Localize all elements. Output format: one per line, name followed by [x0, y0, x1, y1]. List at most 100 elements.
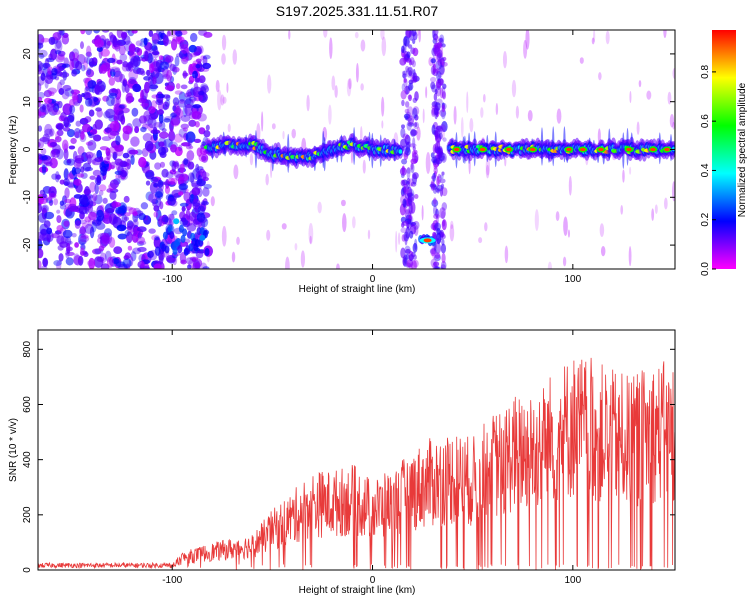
spectrogram-blob — [429, 248, 437, 255]
spectrogram-blob — [55, 131, 60, 141]
spectrogram-blob — [84, 186, 90, 197]
spectrogram-blob — [179, 99, 185, 104]
spectrogram-blob — [232, 49, 238, 65]
spectrogram-blob — [74, 242, 79, 248]
spectrogram-blob — [167, 224, 173, 233]
spectrogram-blob — [163, 138, 173, 148]
spectrogram-blob — [222, 96, 227, 104]
spectrogram-blob — [116, 59, 123, 65]
spectrogram-blob — [221, 34, 227, 51]
spectrogram-blob — [433, 92, 438, 102]
spectrogram-blob — [136, 226, 147, 233]
spectrogram-blob — [140, 126, 147, 133]
spectrogram-blob — [38, 66, 42, 75]
spectrogram-blob — [84, 97, 93, 107]
spectrogram-blob — [169, 230, 175, 239]
spectrogram-blob — [485, 164, 490, 179]
spectrogram-blob — [88, 257, 96, 269]
spectrogram-blob — [79, 104, 84, 113]
spectrogram-blob — [103, 156, 110, 165]
spectrogram-blob — [406, 67, 414, 78]
spectrogram-blob — [65, 257, 74, 266]
spectrogram-blob — [174, 90, 183, 95]
spectrogram-blob — [178, 91, 186, 102]
spectrogram-blob — [450, 220, 454, 230]
spectrogram-blob — [38, 193, 45, 205]
spectrogram-blob — [460, 116, 464, 138]
spectrogram-blob — [667, 91, 672, 105]
spectrogram-blob — [105, 207, 115, 214]
spectrogram-blob — [81, 93, 86, 98]
spectrogram-blob — [189, 32, 198, 43]
spectrogram-blob — [646, 90, 652, 100]
spectrogram-blob — [164, 185, 171, 195]
spectrogram-blob — [114, 144, 125, 152]
spectrogram-blob — [102, 197, 108, 204]
spectrogram-y-label: Frequency (Hz) — [8, 116, 19, 185]
spectrogram-blob — [178, 183, 189, 191]
spectrogram-blob — [41, 164, 47, 175]
spectrogram-blob — [170, 38, 178, 51]
x-tick-label: -100 — [162, 274, 182, 285]
spectrogram-blob — [127, 245, 133, 251]
spectrogram-blob — [440, 264, 446, 269]
spectrogram-blob — [430, 81, 436, 90]
spectrogram-blob — [170, 118, 180, 127]
spectrogram-blob — [194, 77, 200, 83]
spectrogram-blob — [57, 81, 63, 93]
spectrogram-blob — [352, 216, 356, 229]
spectrogram-blob — [193, 51, 201, 56]
spectrogram-blob — [80, 234, 89, 239]
spectrogram-blob — [177, 245, 183, 254]
spectrogram-blob — [113, 70, 123, 83]
spectrogram-blob — [406, 167, 411, 179]
spectrogram-blob — [38, 260, 42, 269]
spectrogram-blob — [439, 174, 444, 179]
spectrogram-blob — [190, 98, 196, 104]
spectrogram-blob — [402, 198, 407, 208]
spectrogram-blob — [579, 57, 584, 64]
spectrogram-blob — [188, 243, 194, 252]
spectrogram-blob — [436, 41, 443, 49]
spectrogram-blob — [328, 104, 332, 125]
spectrogram-blob — [187, 137, 193, 149]
spectrogram-blob — [221, 225, 227, 247]
spectrogram-blob — [80, 64, 86, 72]
spectrogram-blob — [38, 60, 44, 72]
spectrogram-blob — [432, 219, 439, 232]
spectrogram-blob — [129, 224, 138, 237]
spectrogram-blob — [148, 113, 157, 121]
spectrogram-blob — [404, 108, 410, 114]
spectrogram-blob — [408, 254, 414, 262]
spectrogram-blob — [442, 83, 447, 90]
spectrogram-blob — [122, 61, 129, 68]
spectrogram-blob — [159, 131, 169, 139]
spectrogram-blob — [412, 97, 418, 104]
spectrogram-blob — [412, 137, 416, 149]
spectrogram-blob — [69, 51, 76, 62]
spectrogram-blob — [404, 209, 410, 215]
spectrogram-blob — [115, 96, 122, 106]
spectrogram-blob — [38, 42, 44, 49]
snr-series-line — [38, 357, 675, 570]
spectrogram-blob — [123, 195, 130, 203]
spectrogram-blob — [106, 256, 114, 268]
spectrogram-blob — [148, 106, 156, 114]
spectrogram-blob — [113, 111, 119, 124]
spectrogram-blob — [285, 256, 290, 269]
spectrogram-blob — [402, 133, 409, 140]
spectrogram-blob — [180, 84, 188, 90]
spectrogram-blob — [63, 168, 69, 180]
spectrogram-blob — [210, 196, 215, 207]
spectrogram-blob — [87, 194, 96, 205]
spectrogram-blob — [121, 81, 126, 93]
spectrogram-blob — [408, 59, 413, 66]
spectrogram-blob — [151, 51, 160, 56]
spectrogram-blob — [84, 223, 94, 235]
spectrogram-blob — [159, 61, 170, 70]
spectrogram-blob — [192, 70, 198, 79]
spectrogram-blob — [204, 247, 210, 256]
x-tick-label: -100 — [162, 575, 182, 586]
snr-y-ticks: 0 200 400 600 800 — [22, 341, 675, 573]
spectrogram-blob — [525, 30, 530, 50]
